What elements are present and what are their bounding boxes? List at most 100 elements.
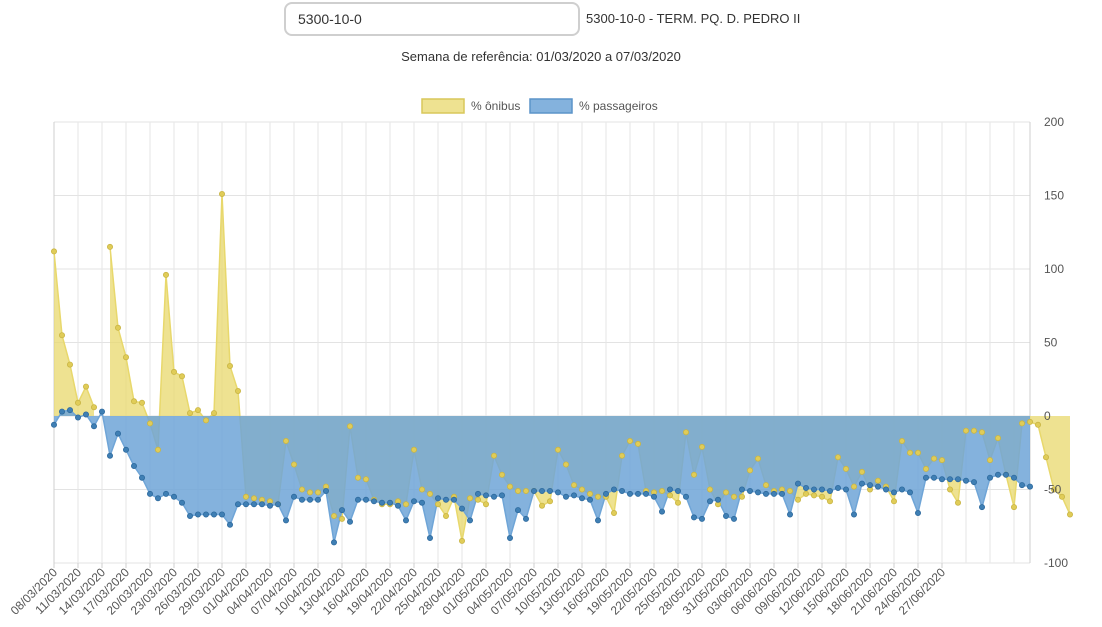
point-passageiros[interactable] [843, 486, 850, 493]
point-onibus[interactable] [611, 509, 618, 516]
point-passageiros[interactable] [971, 479, 978, 486]
point-onibus[interactable] [843, 465, 850, 472]
point-onibus[interactable] [1011, 504, 1018, 511]
point-passageiros[interactable] [506, 534, 513, 541]
point-passageiros[interactable] [474, 490, 481, 497]
point-onibus[interactable] [250, 495, 257, 502]
point-onibus[interactable] [987, 457, 994, 464]
point-passageiros[interactable] [1027, 483, 1034, 490]
point-passageiros[interactable] [563, 493, 570, 500]
point-passageiros[interactable] [603, 490, 610, 497]
point-passageiros[interactable] [611, 486, 618, 493]
point-onibus[interactable] [474, 496, 481, 503]
point-passageiros[interactable] [899, 486, 906, 493]
point-onibus[interactable] [795, 496, 802, 503]
point-passageiros[interactable] [827, 487, 834, 494]
point-passageiros[interactable] [442, 496, 449, 503]
point-passageiros[interactable] [394, 502, 401, 509]
point-passageiros[interactable] [498, 492, 505, 499]
point-onibus[interactable] [523, 487, 530, 494]
point-onibus[interactable] [587, 490, 594, 497]
point-passageiros[interactable] [402, 517, 409, 524]
point-onibus[interactable] [138, 399, 145, 406]
point-passageiros[interactable] [715, 496, 722, 503]
point-passageiros[interactable] [426, 534, 433, 541]
point-onibus[interactable] [234, 387, 241, 394]
point-passageiros[interactable] [779, 490, 786, 497]
point-onibus[interactable] [51, 248, 58, 255]
point-onibus[interactable] [851, 483, 858, 490]
point-passageiros[interactable] [907, 489, 914, 496]
route-code-input[interactable] [284, 2, 580, 36]
point-onibus[interactable] [490, 452, 497, 459]
point-passageiros[interactable] [290, 493, 297, 500]
point-passageiros[interactable] [354, 496, 361, 503]
point-passageiros[interactable] [979, 504, 986, 511]
point-passageiros[interactable] [547, 487, 554, 494]
point-onibus[interactable] [242, 493, 249, 500]
point-onibus[interactable] [571, 482, 578, 489]
point-passageiros[interactable] [107, 452, 114, 459]
point-passageiros[interactable] [378, 499, 385, 506]
point-onibus[interactable] [226, 362, 233, 369]
point-passageiros[interactable] [202, 511, 209, 518]
point-passageiros[interactable] [234, 501, 241, 508]
point-onibus[interactable] [659, 487, 666, 494]
point-passageiros[interactable] [418, 499, 425, 506]
point-onibus[interactable] [875, 477, 882, 484]
legend-label-onibus[interactable]: % ônibus [471, 99, 520, 113]
point-passageiros[interactable] [75, 414, 82, 421]
point-passageiros[interactable] [226, 521, 233, 528]
point-passageiros[interactable] [51, 421, 58, 428]
point-passageiros[interactable] [555, 489, 562, 496]
point-passageiros[interactable] [763, 490, 770, 497]
point-passageiros[interactable] [362, 496, 369, 503]
point-passageiros[interactable] [322, 487, 329, 494]
point-passageiros[interactable] [434, 495, 441, 502]
point-onibus[interactable] [410, 446, 417, 453]
legend-label-passageiros[interactable]: % passageiros [579, 99, 658, 113]
point-onibus[interactable] [442, 512, 449, 519]
point-onibus[interactable] [210, 410, 217, 417]
point-onibus[interactable] [115, 324, 122, 331]
point-onibus[interactable] [1027, 418, 1034, 425]
point-onibus[interactable] [739, 493, 746, 500]
point-passageiros[interactable] [1003, 471, 1010, 478]
point-onibus[interactable] [819, 493, 826, 500]
point-passageiros[interactable] [330, 539, 337, 546]
point-onibus[interactable] [1051, 486, 1058, 493]
point-onibus[interactable] [707, 486, 714, 493]
point-passageiros[interactable] [643, 490, 650, 497]
point-onibus[interactable] [947, 486, 954, 493]
point-passageiros[interactable] [314, 496, 321, 503]
point-onibus[interactable] [354, 474, 361, 481]
point-passageiros[interactable] [250, 501, 257, 508]
point-onibus[interactable] [1067, 511, 1074, 518]
point-passageiros[interactable] [218, 511, 225, 518]
point-onibus[interactable] [170, 368, 177, 375]
point-onibus[interactable] [154, 446, 161, 453]
point-onibus[interactable] [595, 493, 602, 500]
point-onibus[interactable] [539, 502, 546, 509]
point-passageiros[interactable] [995, 471, 1002, 478]
point-passageiros[interactable] [194, 511, 201, 518]
point-passageiros[interactable] [739, 486, 746, 493]
point-onibus[interactable] [418, 486, 425, 493]
point-passageiros[interactable] [851, 511, 858, 518]
point-onibus[interactable] [763, 482, 770, 489]
point-onibus[interactable] [747, 467, 754, 474]
point-passageiros[interactable] [146, 490, 153, 497]
point-passageiros[interactable] [258, 501, 265, 508]
point-onibus[interactable] [434, 501, 441, 508]
point-passageiros[interactable] [523, 515, 530, 522]
point-passageiros[interactable] [987, 474, 994, 481]
point-passageiros[interactable] [963, 477, 970, 484]
point-passageiros[interactable] [731, 515, 738, 522]
point-passageiros[interactable] [515, 507, 522, 514]
point-passageiros[interactable] [723, 512, 730, 519]
point-passageiros[interactable] [691, 514, 698, 521]
point-passageiros[interactable] [154, 495, 161, 502]
point-onibus[interactable] [218, 191, 225, 198]
point-passageiros[interactable] [891, 489, 898, 496]
point-passageiros[interactable] [130, 462, 137, 469]
